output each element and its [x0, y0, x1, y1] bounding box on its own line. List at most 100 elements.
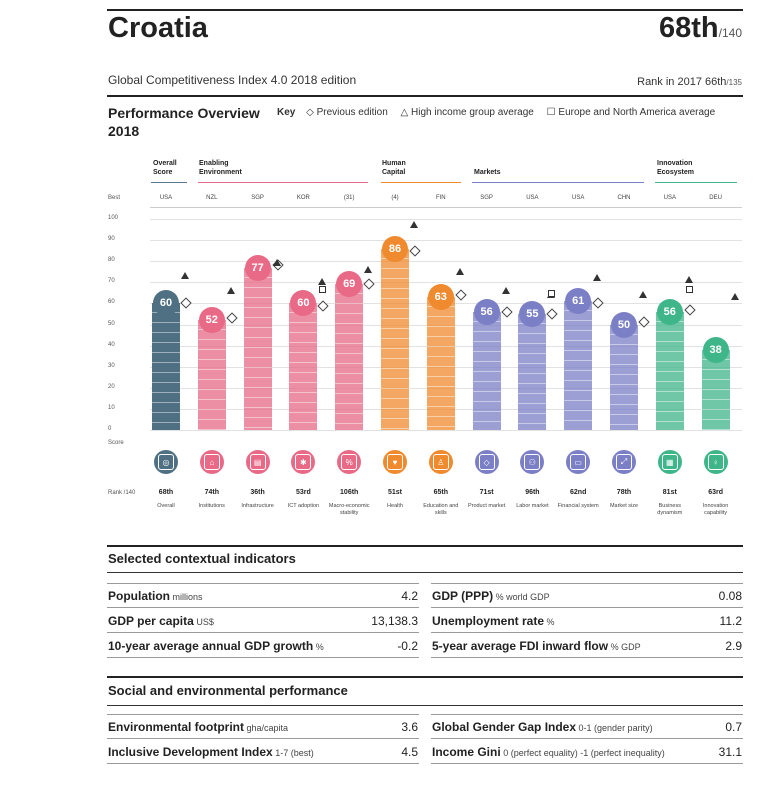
- score-bar: [655, 311, 684, 430]
- score-circle: 52: [198, 307, 225, 334]
- previous-rank: Rank in 2017 66th/135: [637, 76, 742, 88]
- indicator-unit: US$: [193, 617, 214, 627]
- score-bar: [197, 320, 226, 430]
- context-title-rule: [107, 572, 743, 573]
- pillar-name: Market size: [609, 503, 639, 509]
- pillar-name: Education and skills: [423, 503, 459, 516]
- score-circle: 55: [519, 300, 546, 327]
- y-tick-label: 40: [108, 341, 115, 348]
- pillar-icon: %: [337, 450, 362, 474]
- score-bar: [610, 324, 638, 430]
- pillar-glyph-icon: ▤: [249, 454, 266, 470]
- edition-label: Global Competitiveness Index 4.0 2018 ed…: [108, 73, 357, 87]
- group-innovation-ecosystem: Innovation Ecosystem: [657, 160, 694, 176]
- pillar-rank: 62nd: [570, 489, 587, 496]
- score-circle: 60: [153, 290, 179, 317]
- pillar-rank: 68th: [158, 489, 174, 496]
- pillar-icon: ⌂: [199, 450, 224, 474]
- pillar-name: ICT adoption: [287, 503, 320, 509]
- context-rule: [107, 545, 743, 547]
- pillar-name: Institutions: [198, 503, 225, 509]
- high-income-marker: [272, 259, 281, 267]
- group-overall-score: Overall Score: [153, 160, 177, 176]
- score-circle: 69: [336, 271, 363, 298]
- score-circle: 86: [382, 235, 408, 262]
- overall-rank-of: /140: [718, 26, 742, 40]
- pillar-icon: ✱: [291, 450, 316, 474]
- row-rule-left: [107, 714, 419, 715]
- pillar-glyph-icon: ▦: [661, 454, 678, 470]
- score-bar: [289, 303, 318, 430]
- score-bar: [152, 303, 180, 430]
- best-performer-label: SGP: [480, 195, 493, 201]
- score-circle: 77: [244, 254, 271, 281]
- score-circle: 56: [656, 298, 683, 325]
- pillar-rank: 63rd: [708, 489, 723, 496]
- score-bar: [518, 313, 547, 430]
- gridline: [150, 261, 742, 263]
- previous-edition-marker: [363, 278, 375, 291]
- y-tick-label: 70: [108, 278, 115, 285]
- y-tick-label: 0: [108, 426, 112, 432]
- previous-edition-marker: [500, 306, 513, 318]
- previous-edition-marker: [409, 244, 421, 257]
- indicator-unit: %: [544, 617, 555, 627]
- indicator-name: GDP (PPP): [432, 589, 494, 603]
- group-human-capital: Human Capital: [382, 160, 406, 176]
- pillar-name: Product market: [467, 503, 506, 509]
- y-tick-label: 30: [108, 362, 115, 369]
- pillar-icon: ▤: [245, 450, 270, 474]
- y-tick-label: 50: [108, 320, 115, 327]
- group-enabling-environment: Enabling Environment: [199, 160, 242, 176]
- indicator-label: GDP (PPP) % world GDP: [432, 589, 550, 603]
- indicator-label: Inclusive Development Index 1-7 (best): [108, 745, 314, 759]
- pillar-rank: 71st: [479, 489, 494, 496]
- pillar-glyph-icon: ♥: [387, 454, 403, 470]
- pillar-rank: 74th: [204, 489, 219, 496]
- score-bar: [426, 297, 455, 430]
- row-rule-left: [107, 763, 419, 764]
- rank-label: Rank /140: [108, 490, 136, 496]
- best-label: Best: [108, 195, 121, 201]
- group-line-overall: [151, 182, 187, 183]
- pillar-name: Labor market: [516, 503, 549, 509]
- gridline: [150, 219, 742, 220]
- high-income-marker: [410, 221, 418, 229]
- score-bar: [335, 284, 364, 430]
- europe-na-marker: [685, 285, 693, 293]
- group-markets: Markets: [474, 169, 501, 176]
- indicator-value: 3.6: [401, 720, 418, 734]
- pillar-glyph-icon: ⌂: [203, 454, 220, 470]
- indicator-value: -0.2: [397, 639, 418, 653]
- pillar-rank: 96th: [525, 489, 540, 496]
- legend-previous-edition: ◇ Previous edition: [306, 107, 388, 118]
- section-rule: [107, 95, 743, 97]
- context-title: Selected contextual indicators: [108, 551, 296, 566]
- best-performer-label: USA: [159, 195, 173, 201]
- gridline: [150, 240, 742, 242]
- row-rule-right: [431, 738, 743, 739]
- indicator-name: Environmental footprint: [108, 720, 244, 734]
- indicator-label: Environmental footprint gha/capita: [108, 720, 288, 734]
- pillar-rank: 51st: [387, 489, 402, 496]
- score-label: Score: [108, 440, 124, 446]
- legend-key-label: Key: [277, 107, 296, 118]
- pillar-name: Business dynamism: [657, 503, 683, 516]
- score-circle: 60: [290, 290, 317, 317]
- high-income-marker: [684, 276, 693, 284]
- pillar-icon: ♙: [428, 450, 453, 474]
- group-line-enabling: [198, 182, 368, 183]
- row-rule-left: [107, 738, 419, 739]
- row-rule-right: [431, 657, 743, 658]
- pillar-rank: 78th: [616, 489, 632, 496]
- high-income-marker: [181, 271, 189, 279]
- previous-edition-marker: [180, 297, 192, 310]
- high-income-marker: [639, 290, 647, 298]
- gridline: [150, 430, 742, 431]
- row-rule-right: [431, 632, 743, 633]
- indicator-unit: millions: [170, 592, 203, 602]
- row-rule-right: [431, 607, 743, 608]
- high-income-marker: [455, 267, 464, 275]
- best-performer-label: SGP: [251, 195, 264, 201]
- pillar-icon: ◎: [154, 450, 178, 474]
